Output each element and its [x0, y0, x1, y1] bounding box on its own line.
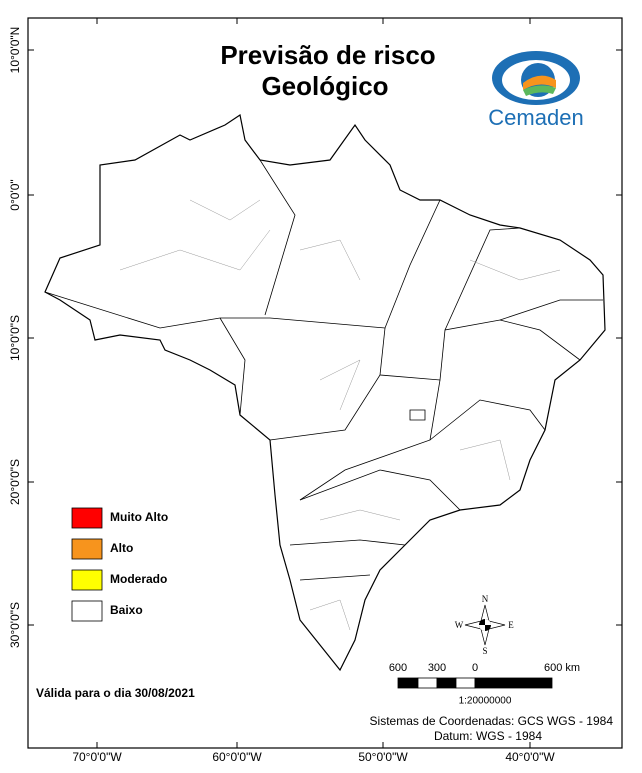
scale-bar: [397, 677, 553, 689]
compass-label: E: [508, 620, 514, 630]
country-outline: [44, 114, 606, 672]
longitude-label: 40°0'0"W: [505, 750, 555, 764]
legend-label: Moderado: [110, 572, 167, 586]
north-arrow: [464, 604, 506, 646]
latitude-label: 30°0'0"S: [8, 602, 22, 648]
logo-text: Cemaden: [488, 105, 583, 130]
legend-label: Baixo: [110, 603, 143, 617]
legend-swatch: [71, 600, 103, 622]
legend-swatch: [71, 538, 103, 560]
scale-label: 300: [428, 662, 446, 674]
latitude-label: 0°0'0": [8, 179, 22, 210]
title-line: Previsão de risco: [220, 40, 435, 70]
scale-label: 600 km: [544, 662, 580, 674]
legend-swatch: [71, 507, 103, 529]
longitude-label: 50°0'0"W: [358, 750, 408, 764]
scale-label: 600: [389, 662, 407, 674]
legend-label: Alto: [110, 541, 133, 555]
compass-label: N: [482, 594, 489, 604]
scale-ratio: 1:20000000: [459, 696, 512, 707]
longitude-label: 70°0'0"W: [72, 750, 122, 764]
compass-label: S: [482, 646, 487, 656]
legend-label: Muito Alto: [110, 510, 168, 524]
longitude-label: 60°0'0"W: [212, 750, 262, 764]
validity-date: Válida para o dia 30/08/2021: [36, 686, 195, 700]
municipal-borders: [119, 199, 561, 631]
legend-swatch: [71, 569, 103, 591]
latitude-label: 10°0'0"S: [8, 315, 22, 361]
graticule-ticks: [28, 18, 622, 748]
compass-label: W: [455, 620, 464, 630]
latitude-label: 20°0'0"S: [8, 459, 22, 505]
latitude-label: 10°0'0"N: [8, 27, 22, 74]
state-borders: [44, 159, 603, 581]
scale-label: 0: [472, 662, 478, 674]
datum: Datum: WGS - 1984: [434, 729, 542, 743]
coordinate-system: Sistemas de Coordenadas: GCS WGS - 1984: [370, 714, 614, 728]
logo-mark: [492, 51, 580, 105]
title-line: Geológico: [261, 71, 388, 101]
